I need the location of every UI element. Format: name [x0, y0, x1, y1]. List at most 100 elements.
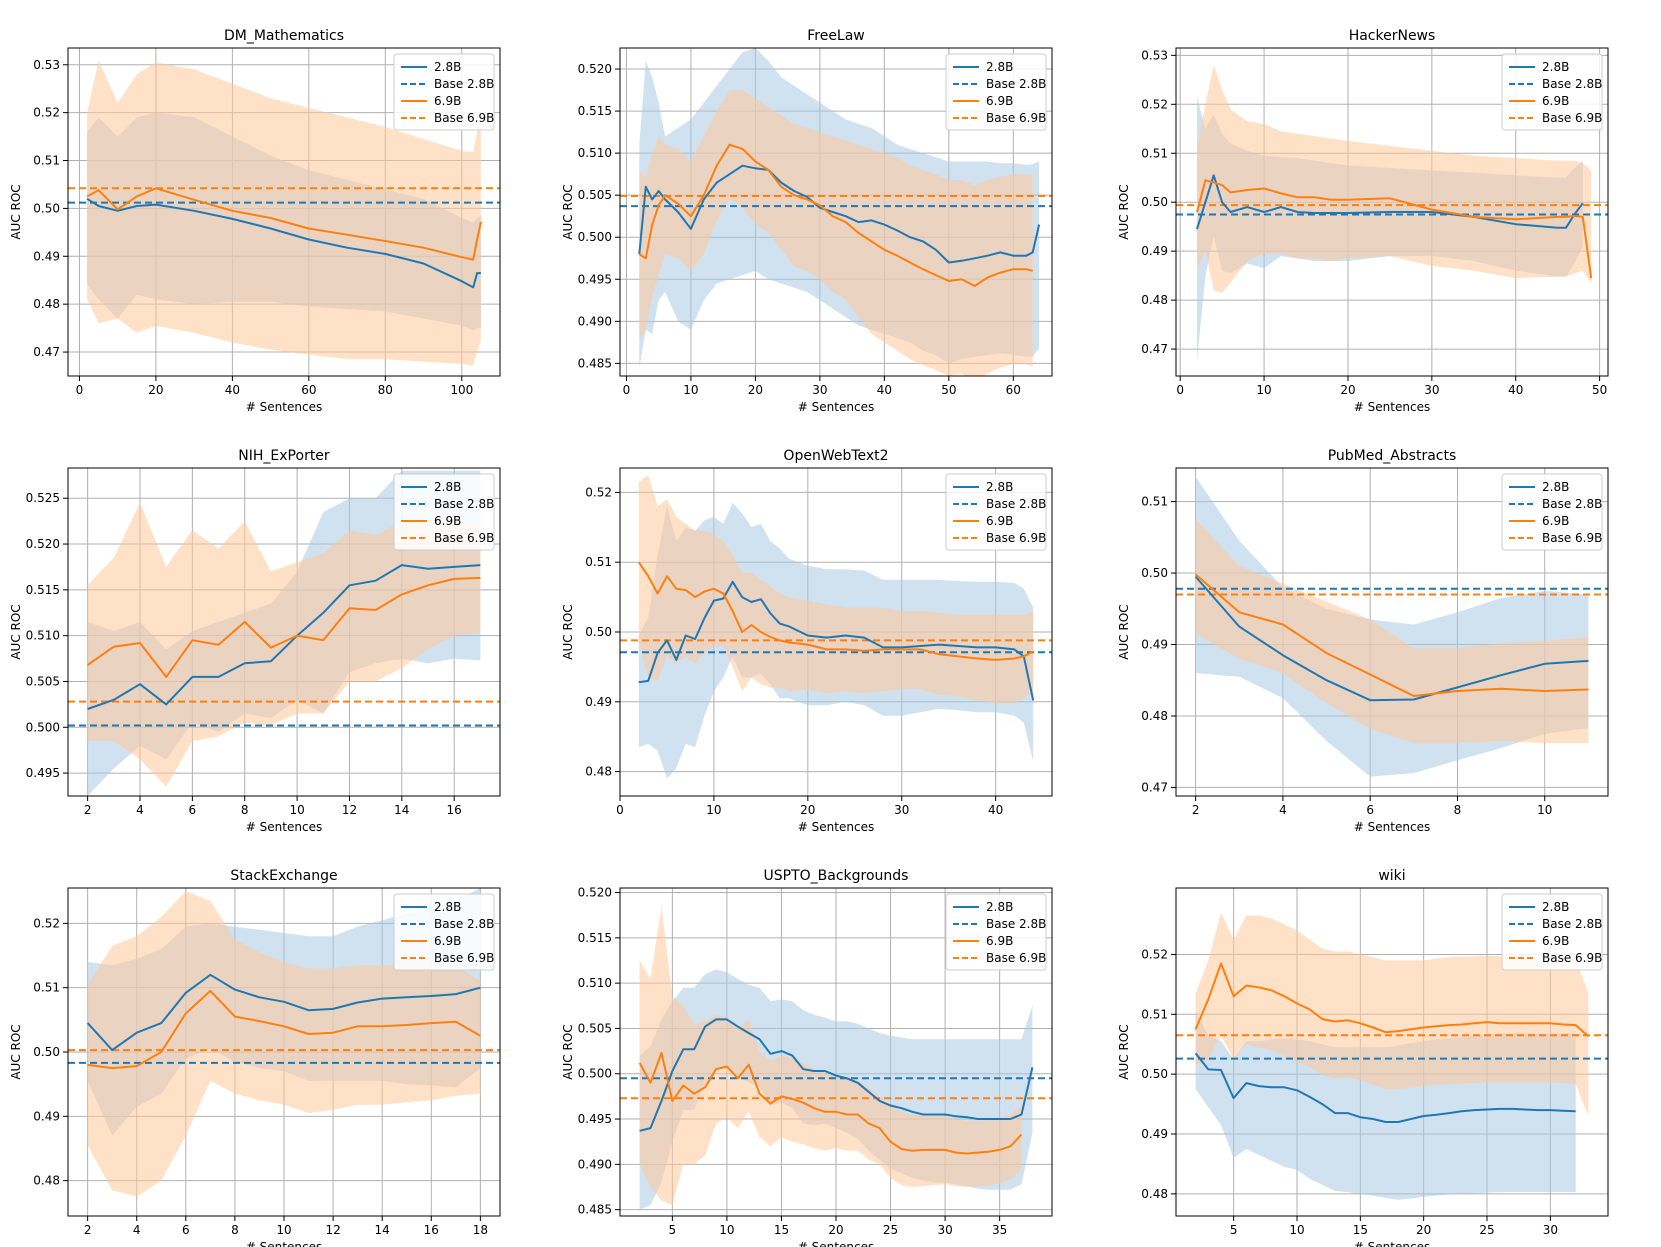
y-tick-label: 0.485: [578, 1203, 612, 1217]
y-tick-label: 0.52: [1141, 97, 1168, 111]
legend: 2.8B Base 2.8B 6.9B Base 6.9B: [393, 53, 495, 131]
x-tick-label: 40: [988, 803, 1003, 817]
series-line-2.8B: [1194, 575, 1589, 702]
legend-label: 2.8B: [434, 480, 461, 494]
chart-title: DM_Mathematics: [224, 28, 344, 44]
y-tick-label: 0.525: [26, 491, 60, 505]
legend-label: 2.8B: [434, 900, 461, 914]
chart-panel: 0 10 20 30 40 50 0.47 0.48 0.49 0.50 0.51 0.52 0.53 H…: [1117, 28, 1609, 414]
plot-content: [68, 888, 500, 1197]
x-axis-label: # Sentences: [798, 820, 874, 834]
y-tick-label: 0.495: [578, 1112, 612, 1126]
series-line-2.8B: [86, 973, 481, 1052]
legend-label: 6.9B: [986, 514, 1013, 528]
legend-label: Base 2.8B: [1542, 917, 1602, 931]
legend-label: Base 6.9B: [986, 111, 1046, 125]
y-tick-label: 0.50: [585, 625, 612, 639]
x-tick-label: 25: [1479, 1223, 1494, 1237]
legend-label: Base 6.9B: [986, 531, 1046, 545]
plot-content: [68, 60, 500, 366]
confidence-band-6.9B: [1197, 65, 1592, 293]
y-tick-label: 0.520: [26, 537, 60, 551]
x-tick-label: 35: [992, 1223, 1007, 1237]
x-tick-label: 2: [1192, 803, 1200, 817]
y-tick-label: 0.515: [578, 931, 612, 945]
legend-label: Base 6.9B: [1542, 951, 1602, 965]
legend-label: Base 2.8B: [1542, 497, 1602, 511]
legend-box: [1501, 893, 1603, 971]
x-tick-label: 16: [447, 803, 462, 817]
series-line-2.8B: [87, 564, 481, 710]
x-tick-label: 10: [1256, 383, 1271, 397]
confidence-band-6.9B: [87, 502, 481, 787]
y-tick-label: 0.51: [33, 154, 60, 168]
x-tick-label: 10: [289, 803, 304, 817]
chart-title: StackExchange: [230, 868, 337, 884]
y-tick-label: 0.48: [585, 765, 612, 779]
y-tick-label: 0.505: [26, 674, 60, 688]
legend-box: [393, 473, 495, 551]
legend-label: 6.9B: [1542, 934, 1569, 948]
x-tick-label: 20: [748, 383, 763, 397]
plot-content: [1176, 65, 1608, 362]
legend: 2.8B Base 2.8B 6.9B Base 6.9B: [1501, 893, 1603, 971]
confidence-band-6.9B: [87, 891, 481, 1197]
x-tick-label: 18: [473, 1223, 488, 1237]
legend-box: [945, 53, 1047, 131]
legend: 2.8B Base 2.8B 6.9B Base 6.9B: [945, 53, 1047, 131]
y-tick-label: 0.515: [578, 104, 612, 118]
x-tick-label: 0: [1176, 383, 1184, 397]
y-tick-label: 0.495: [26, 766, 60, 780]
x-tick-label: 4: [133, 1223, 141, 1237]
series-line-6.9B: [638, 143, 1033, 287]
series-line-6.9B: [1196, 179, 1593, 279]
y-axis-label: AUC ROC: [561, 1024, 575, 1079]
legend: 2.8B Base 2.8B 6.9B Base 6.9B: [393, 893, 495, 971]
plot-content: [620, 48, 1052, 376]
chart-title: OpenWebText2: [783, 448, 888, 464]
y-axis-label: AUC ROC: [9, 184, 23, 239]
x-tick-label: 8: [231, 1223, 239, 1237]
legend-box: [393, 53, 495, 131]
legend: 2.8B Base 2.8B 6.9B Base 6.9B: [393, 473, 495, 551]
y-tick-label: 0.520: [578, 886, 612, 900]
chart-panel: 0 10 20 30 40 0.48 0.49 0.50 0.51 0.52 OpenWebText…: [561, 448, 1053, 834]
x-axis-label: # Sentences: [1354, 400, 1430, 414]
legend-label: 6.9B: [434, 934, 461, 948]
chart-panel: 5 10 15 20 25 30 0.48 0.49 0.50 0.51 0.52 wiki # Sen…: [1117, 868, 1609, 1247]
plot-content: [620, 906, 1052, 1210]
axes-frame: [619, 47, 1053, 377]
y-tick-label: 0.51: [585, 555, 612, 569]
y-tick-label: 0.505: [578, 1021, 612, 1035]
legend-label: 6.9B: [1542, 514, 1569, 528]
series-line-2.8B: [638, 164, 1041, 264]
legend-label: 2.8B: [1542, 480, 1569, 494]
legend-box: [945, 473, 1047, 551]
y-tick-label: 0.50: [1141, 566, 1168, 580]
y-tick-label: 0.47: [33, 345, 60, 359]
x-tick-label: 5: [669, 1223, 677, 1237]
y-axis-label: AUC ROC: [561, 184, 575, 239]
y-tick-label: 0.49: [1141, 638, 1168, 652]
y-tick-label: 0.48: [33, 297, 60, 311]
x-axis-label: # Sentences: [246, 1240, 322, 1247]
axes-frame: [67, 47, 501, 377]
x-tick-label: 15: [1353, 1223, 1368, 1237]
x-tick-label: 30: [894, 803, 909, 817]
plot-content: [1176, 912, 1608, 1200]
y-tick-label: 0.52: [33, 106, 60, 120]
legend-label: 2.8B: [986, 480, 1013, 494]
legend-label: 2.8B: [1542, 900, 1569, 914]
plot-content: [620, 475, 1052, 779]
x-tick-label: 6: [182, 1223, 190, 1237]
x-tick-label: 50: [941, 383, 956, 397]
chart-title: PubMed_Abstracts: [1328, 448, 1457, 464]
x-tick-label: 4: [1279, 803, 1287, 817]
legend-label: 6.9B: [434, 94, 461, 108]
series-line-6.9B: [1194, 573, 1589, 697]
legend: 2.8B Base 2.8B 6.9B Base 6.9B: [945, 893, 1047, 971]
x-tick-label: 30: [1543, 1223, 1558, 1237]
x-tick-label: 50: [1592, 383, 1607, 397]
x-tick-label: 25: [883, 1223, 898, 1237]
legend-label: Base 2.8B: [1542, 77, 1602, 91]
